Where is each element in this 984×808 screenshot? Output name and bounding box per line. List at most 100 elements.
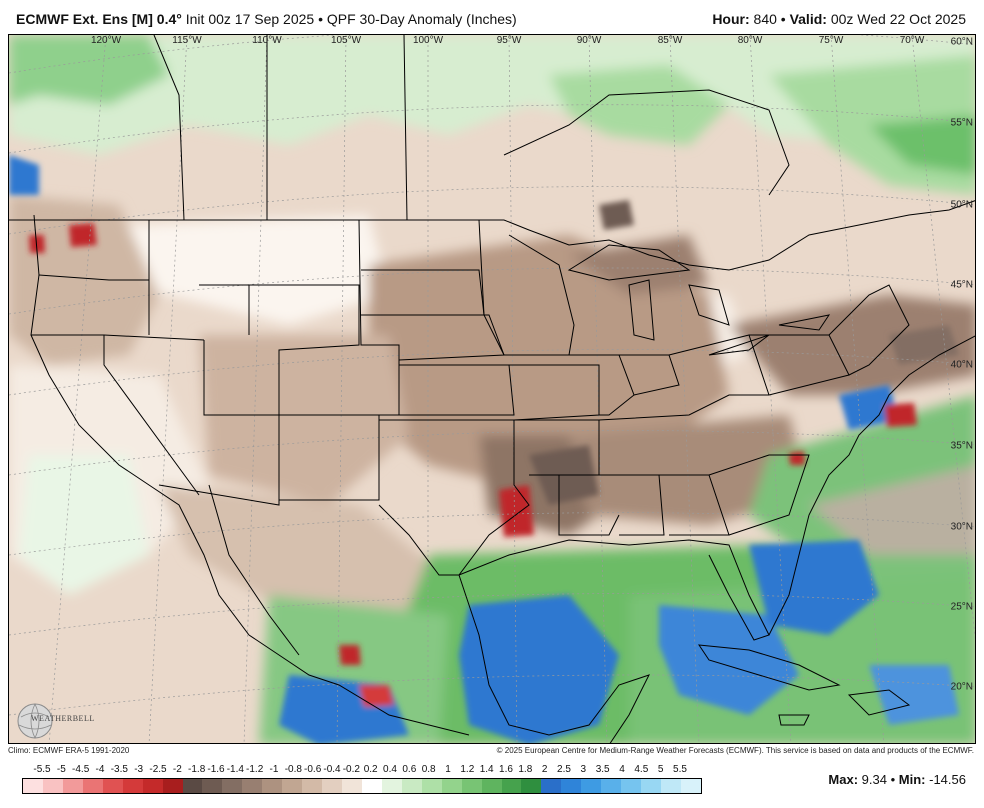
longitude-label: 70°W [899,35,925,46]
scale-labels: -5.5 -5 -4.5 -4 -3.5 -3 -2.5 -2 -1.8 -1.6 -1.4 -1.2… [22,764,702,776]
colorbar-swatch [142,779,163,793]
product-name: QPF 30-Day Anomaly (Inches) [326,11,517,27]
colorbar-swatch [322,779,342,793]
scale-label: -1.8 [188,764,206,775]
cuba [697,644,841,691]
scale-label: 0.4 [383,764,397,775]
logo-text: WEATHERBELL [31,714,95,723]
colorbar-swatch [421,779,442,793]
header-separator: • [780,11,786,27]
title-separator: • [318,11,323,27]
scale-label: 3.5 [595,764,610,775]
scale-label: 2 [541,764,548,775]
colorbar-swatch [182,779,203,793]
colorbar-swatch [680,779,701,793]
colorbar-swatch [242,779,263,793]
colorbar-swatch [481,779,502,793]
climo-note: Climo: ECMWF ERA-5 1991-2020 [8,746,130,755]
forecast-map: 120°W 115°W 110°W 105°W 100°W 95°W 90°W 85°W 80°… [8,34,976,744]
latitude-label: 55°N [950,117,973,129]
scale-label: -0.8 [284,764,302,775]
scale-label: -1 [269,764,279,775]
longitude-label: 95°W [496,35,522,46]
colorbar-swatch [541,779,562,793]
colorbar-swatch [202,779,223,793]
scale-label: -0.6 [304,764,322,775]
scale-label: 2.5 [557,764,571,775]
scale-label: -3.5 [110,764,128,775]
latitude-label: 50°N [950,199,973,211]
longitude-label: 115°W [172,35,202,46]
scale-label: -1.2 [246,764,264,775]
scale-label: 1.2 [460,764,475,775]
colorbar-swatch [23,779,43,793]
color-scale: -5.5 -5 -4.5 -4 -3.5 -3 -2.5 -2 -1.8 -1.6 -1.4 -1.2… [22,764,702,794]
max-value: 9.34 [861,772,887,787]
title: ECMWF Ext. Ens [M] 0.4° Init 00z 17 Sep … [16,11,517,27]
longitude-label: 75°W [818,35,844,46]
scale-label: -2.5 [149,764,167,775]
scale-label: 3 [580,764,587,775]
scale-label: -2 [172,764,182,775]
hour-label: Hour: [712,11,750,27]
scale-label: -1.4 [226,764,244,775]
longitude-label: 120°W [90,35,122,46]
boundaries [9,35,975,743]
scale-label: 5.5 [673,764,687,775]
latitude-label: 25°N [950,601,973,613]
colorbar-swatch [401,779,422,793]
latitude-label: 30°N [950,521,973,533]
min-label: Min: [898,772,926,787]
scale-label: -3 [134,764,144,775]
longitude-label: 110°W [252,35,282,46]
max-min-readout: Max: 9.34 • Min: -14.56 [828,772,966,787]
scale-label: -0.2 [342,764,360,775]
footer: Climo: ECMWF ERA-5 1991-2020 © 2025 Euro… [8,746,976,758]
lake-erie [708,334,770,356]
valid-info: Hour: 840 • Valid: 00z Wed 22 Oct 2025 [712,11,966,27]
header: ECMWF Ext. Ens [M] 0.4° Init 00z 17 Sep … [0,0,984,34]
colorbar [22,778,702,794]
longitude-label: 80°W [737,35,763,46]
colorbar-swatch [641,779,661,793]
heavy-anomaly-cores [9,155,959,743]
colorbar-swatch [222,779,243,793]
gulf-coast [458,539,770,641]
colorbar-swatch [262,779,283,793]
maxmin-separator: • [890,772,896,787]
lake-superior [567,244,691,281]
colorbar-swatch [601,779,622,793]
colorbar-swatch [461,779,482,793]
scale-label: 5 [657,764,664,775]
us-canada-border [9,200,975,271]
west-coast [30,214,470,736]
scale-label: -4 [95,764,105,775]
lake-michigan [628,279,655,341]
colorbar-swatch [381,779,402,793]
scale-label: 1.6 [499,764,513,775]
colorbar-swatch [122,779,143,793]
scale-label: 4.5 [634,764,649,775]
colorbar-swatch [282,779,303,793]
degree-symbol: ° [176,11,182,27]
model-name: ECMWF Ext. Ens [M] [16,11,153,27]
model-resolution: 0.4 [156,11,177,27]
colorbar-swatch [42,779,63,793]
scale-label: -1.6 [207,764,225,775]
longitude-label: 85°W [657,35,683,46]
colorbar-swatch [561,779,582,793]
longitude-label: 90°W [576,35,602,46]
jamaica [778,714,810,726]
copyright-note: © 2025 European Centre for Medium-Range … [496,746,974,755]
map-canvas [9,35,975,743]
mexico-coast [458,574,650,743]
colorbar-swatch [441,779,462,793]
graticule-lines [9,35,975,743]
scale-label: -4.5 [72,764,90,775]
scale-label: -0.4 [323,764,341,775]
colorbar-swatch [82,779,103,793]
scale-label: 0.6 [402,764,417,775]
colorbar-swatch [102,779,123,793]
east-coast [768,335,975,636]
lake-ontario [778,314,831,331]
